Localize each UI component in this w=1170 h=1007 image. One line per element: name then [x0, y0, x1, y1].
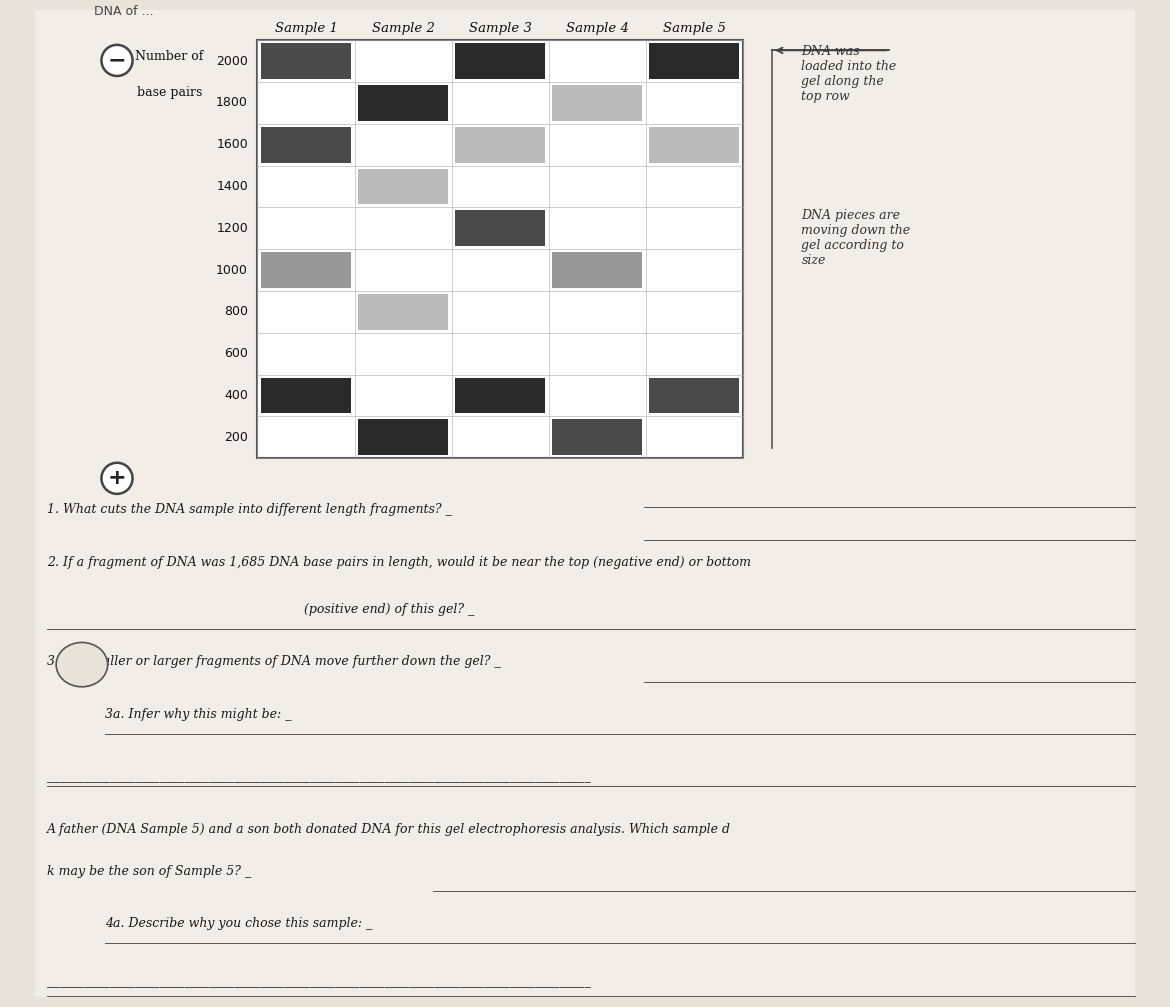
Text: (positive end) of this gel? _: (positive end) of this gel? _ — [304, 603, 475, 616]
Text: ________________________________________________________________________________: ________________________________________… — [47, 770, 591, 783]
Text: 1600: 1600 — [216, 138, 248, 151]
Text: 1800: 1800 — [216, 97, 248, 110]
Text: 1000: 1000 — [216, 264, 248, 277]
Text: 1200: 1200 — [216, 222, 248, 235]
Text: 1400: 1400 — [216, 180, 248, 193]
Text: Sample 2: Sample 2 — [372, 22, 434, 35]
Text: DNA pieces are
moving down the
gel according to
size: DNA pieces are moving down the gel accor… — [801, 209, 910, 267]
Text: Sample 1: Sample 1 — [275, 22, 337, 35]
Text: 4a. Describe why you chose this sample: _: 4a. Describe why you chose this sample: … — [105, 917, 373, 930]
Text: 400: 400 — [225, 389, 248, 402]
Text: 600: 600 — [225, 347, 248, 361]
Text: 2000: 2000 — [216, 54, 248, 67]
Text: 200: 200 — [225, 431, 248, 444]
Text: A father (DNA Sample 5) and a son both donated DNA for this gel electrophoresis : A father (DNA Sample 5) and a son both d… — [47, 823, 731, 836]
Text: base pairs: base pairs — [137, 86, 202, 99]
Text: −: − — [108, 50, 126, 70]
Text: 2. If a fragment of DNA was 1,685 DNA base pairs in length, would it be near the: 2. If a fragment of DNA was 1,685 DNA ba… — [47, 556, 751, 569]
Text: +: + — [108, 468, 126, 488]
Text: Sample 4: Sample 4 — [566, 22, 628, 35]
Text: Sample 3: Sample 3 — [469, 22, 531, 35]
Text: 1. What cuts the DNA sample into different length fragments? _: 1. What cuts the DNA sample into differe… — [47, 504, 452, 517]
Text: ________________________________________________________________________________: ________________________________________… — [47, 975, 591, 988]
Text: DNA of ...: DNA of ... — [94, 5, 153, 18]
Text: 3a. Infer why this might be: _: 3a. Infer why this might be: _ — [105, 708, 291, 721]
Text: Sample 5: Sample 5 — [663, 22, 725, 35]
Text: 800: 800 — [223, 305, 248, 318]
Text: DNA was
loaded into the
gel along the
top row: DNA was loaded into the gel along the to… — [801, 45, 896, 104]
Text: Number of: Number of — [136, 50, 204, 63]
Text: 3. Do smaller or larger fragments of DNA move further down the gel? _: 3. Do smaller or larger fragments of DNA… — [47, 656, 501, 669]
Text: k may be the son of Sample 5? _: k may be the son of Sample 5? _ — [47, 865, 252, 878]
